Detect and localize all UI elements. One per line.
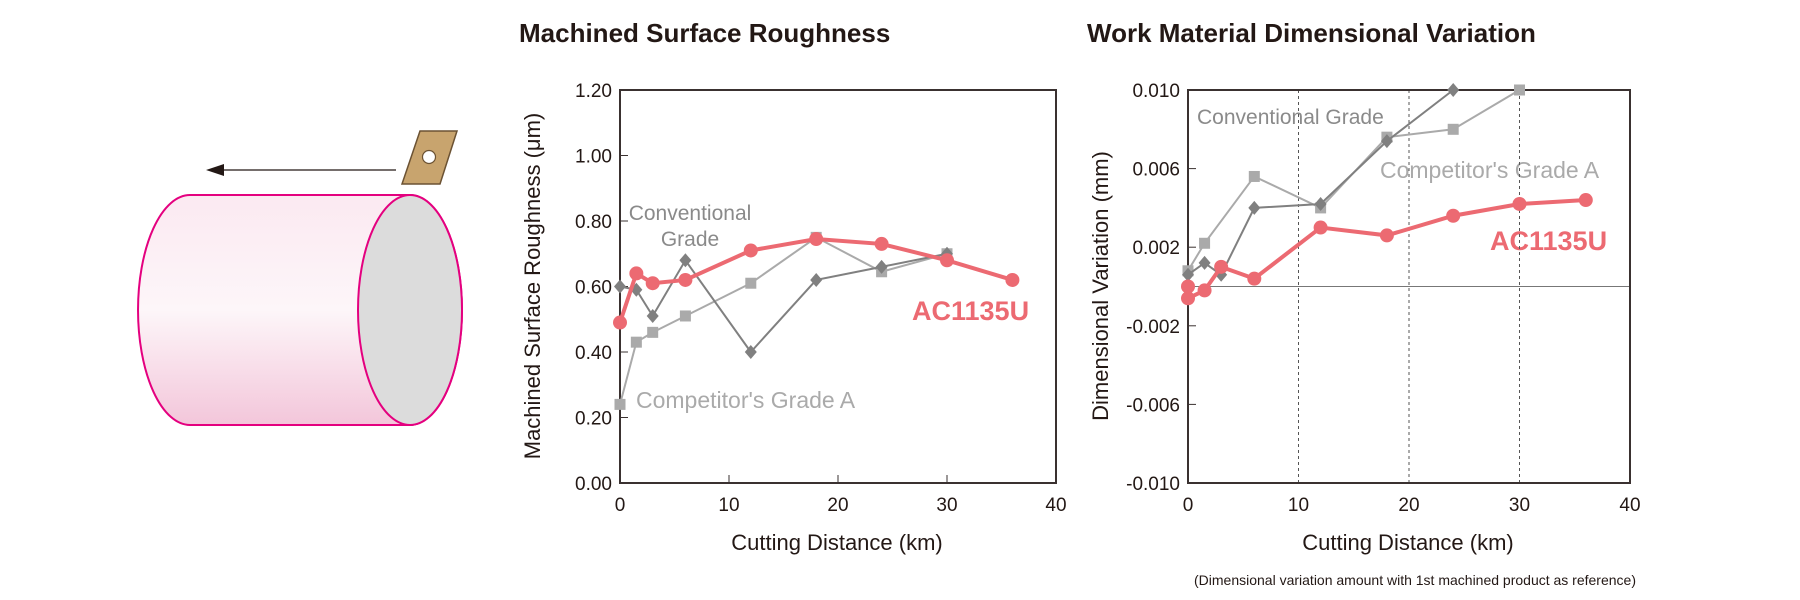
data-point-competitor [1248, 170, 1260, 182]
y-axis-label: Machined Surface Roughness (μm) [520, 113, 545, 460]
data-point-competitor [745, 277, 757, 289]
y-tick-label: 1.20 [575, 81, 612, 102]
y-tick-label: 0.80 [575, 212, 612, 233]
data-point-conventional [744, 345, 757, 359]
competitor-label: Competitor's Grade A [1380, 157, 1600, 183]
workpiece-illustration [137, 130, 463, 426]
data-point-ac1135u [1247, 271, 1262, 286]
y-tick-label: 0.002 [1132, 238, 1180, 259]
y-tick-label: 0.00 [575, 474, 612, 495]
data-point-ac1135u [613, 315, 627, 330]
data-point-conventional [1314, 196, 1327, 211]
y-tick-label: 0.20 [575, 409, 612, 430]
reference-note: (Dimensional variation amount with 1st m… [1194, 572, 1636, 588]
ac1135u-label: AC1135U [912, 296, 1029, 326]
feed-arrow-icon [206, 164, 396, 176]
x-tick-label: 0 [615, 495, 626, 516]
series-line-competitor-s-grade-a [619, 236, 948, 405]
x-axis-label: Cutting Distance (km) [731, 530, 943, 555]
data-point-ac1135u [1197, 283, 1212, 298]
data-point-ac1135u [1214, 259, 1229, 274]
y-tick-label: -0.002 [1126, 317, 1180, 338]
data-point-conventional [1248, 200, 1261, 215]
data-point-competitor [1447, 123, 1459, 135]
data-point-ac1135u [940, 253, 954, 268]
data-point-ac1135u [809, 232, 824, 247]
data-point-competitor [647, 326, 659, 338]
data-point-ac1135u [1005, 272, 1020, 287]
x-tick-label: 40 [1045, 495, 1066, 516]
competitor-label: Competitor's Grade A [636, 387, 856, 413]
series-line-ac1135u [1186, 198, 1586, 302]
y-tick-label: 0.40 [575, 343, 612, 364]
data-point-conventional [1182, 267, 1194, 282]
data-point-competitor [630, 336, 642, 348]
data-point-conventional [646, 308, 659, 323]
data-point-competitor [614, 398, 626, 410]
data-point-ac1135u [1578, 193, 1593, 208]
y-tick-label: 0.010 [1132, 81, 1180, 102]
x-tick-label: 10 [1288, 495, 1309, 516]
data-point-conventional [875, 259, 888, 274]
data-point-competitor [1514, 84, 1525, 96]
data-point-conventional [810, 272, 823, 287]
x-tick-label: 0 [1183, 495, 1194, 516]
series-line-conventional-grade [619, 252, 948, 354]
conventional-label-line2: Grade [661, 228, 719, 251]
data-point-ac1135u [645, 276, 660, 291]
chart-title: Machined Surface Roughness [519, 18, 890, 48]
x-tick-label: 20 [827, 495, 848, 516]
chart-title: Work Material Dimensional Variation [1087, 18, 1536, 48]
y-axis-label: Dimensional Variation (mm) [1088, 151, 1113, 421]
data-point-ac1135u [1512, 196, 1527, 211]
x-tick-label: 40 [1619, 495, 1640, 516]
data-point-ac1135u [743, 243, 758, 258]
x-tick-label: 20 [1398, 495, 1419, 516]
roughness-chart: Machined Surface Roughness Machined Surf… [519, 18, 1067, 555]
cutting-insert-icon [400, 130, 459, 185]
dimensional-variation-chart: Work Material Dimensional Variation Dime… [1087, 18, 1641, 588]
x-tick-label: 10 [718, 495, 739, 516]
y-tick-label: 1.00 [575, 147, 612, 168]
cylinder-end-face [357, 194, 463, 426]
data-point-ac1135u [874, 236, 889, 251]
data-point-conventional [1198, 255, 1211, 270]
y-tick-label: 0.60 [575, 278, 612, 299]
y-tick-label: -0.010 [1126, 474, 1180, 495]
data-point-conventional [1447, 83, 1460, 97]
data-point-ac1135u [1446, 208, 1461, 223]
x-tick-label: 30 [936, 495, 957, 516]
data-point-ac1135u [1313, 220, 1328, 235]
data-point-ac1135u [629, 266, 644, 281]
data-point-ac1135u [678, 272, 693, 287]
data-point-conventional [1380, 134, 1393, 149]
conventional-label-line1: Conventional [629, 202, 752, 225]
x-tick-label: 30 [1509, 495, 1530, 516]
data-point-conventional [614, 279, 626, 294]
data-point-ac1135u [1181, 279, 1195, 294]
y-tick-label: -0.006 [1126, 395, 1180, 416]
data-point-competitor [1199, 237, 1211, 249]
data-point-conventional [679, 253, 692, 268]
x-axis-label: Cutting Distance (km) [1302, 530, 1514, 555]
data-point-competitor [679, 310, 691, 322]
data-point-ac1135u [1181, 291, 1195, 306]
conventional-label: Conventional Grade [1197, 106, 1384, 129]
data-point-ac1135u [1379, 228, 1394, 243]
y-tick-label: 0.006 [1132, 160, 1180, 181]
ac1135u-label: AC1135U [1490, 226, 1607, 256]
